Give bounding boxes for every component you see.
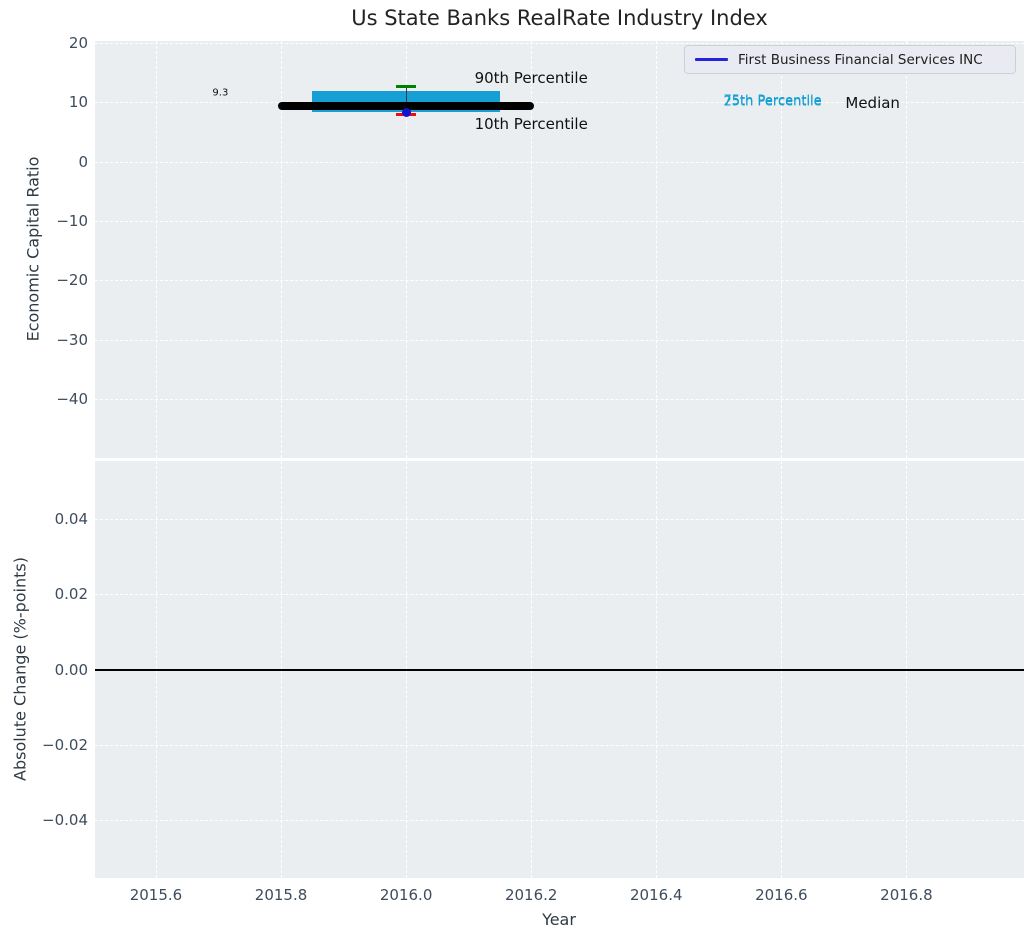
- median-line: [277, 102, 535, 111]
- y-gridline: [95, 102, 1024, 104]
- x-tick-label: 2016.8: [880, 886, 933, 904]
- y-tick-label: −10: [56, 211, 88, 230]
- y-tick-label: 0: [78, 152, 88, 171]
- y-gridline: [95, 594, 1024, 596]
- x-gridline: [531, 41, 533, 458]
- x-tick-label: 2016.0: [379, 886, 433, 904]
- y-tick-label: 10: [68, 93, 88, 112]
- median-label: Median: [845, 94, 900, 112]
- legend: First Business Financial Services INC: [684, 45, 1016, 74]
- x-gridline: [281, 41, 283, 458]
- y-gridline: [95, 280, 1024, 282]
- top-plot-area: [95, 41, 1024, 458]
- legend-label: First Business Financial Services INC: [738, 51, 983, 68]
- x-gridline: [906, 41, 908, 458]
- company-data-point: [401, 108, 411, 118]
- y-tick-label: −0.02: [42, 735, 88, 754]
- y-gridline: [95, 820, 1024, 822]
- y-gridline: [95, 220, 1024, 222]
- y-tick-label: −0.04: [42, 811, 88, 830]
- median-value-label: 9.3: [212, 87, 229, 99]
- y-tick-label: 0.00: [54, 660, 88, 679]
- chart-title: Us State Banks RealRate Industry Index: [351, 6, 768, 30]
- x-gridline: [781, 41, 783, 458]
- x-gridline: [656, 41, 658, 458]
- y-gridline: [95, 744, 1024, 746]
- y-gridline: [95, 161, 1024, 163]
- p25-label: 25th Percentile: [723, 94, 822, 110]
- y-tick-label: −40: [56, 390, 88, 409]
- x-axis-label: Year: [542, 910, 576, 929]
- x-tick-label: 2016.2: [504, 886, 558, 904]
- legend-line-icon: [695, 58, 728, 61]
- y-gridline: [95, 518, 1024, 520]
- y-tick-label: 0.04: [54, 509, 88, 528]
- p10-label: 10th Percentile: [474, 114, 588, 133]
- x-gridline: [406, 41, 408, 458]
- p90-whisker-cap: [396, 84, 417, 88]
- x-tick-label: 2016.6: [755, 886, 808, 904]
- y-gridline: [95, 399, 1024, 401]
- y-gridline: [95, 339, 1024, 341]
- x-gridline: [155, 41, 157, 458]
- p90-label: 90th Percentile: [474, 69, 588, 87]
- y-tick-label: 0.02: [54, 585, 88, 604]
- y-axis-label-top: Economic Capital Ratio: [23, 156, 43, 342]
- x-tick-label: 2015.8: [254, 886, 308, 904]
- x-tick-label: 2016.4: [630, 886, 683, 904]
- y-tick-label: −20: [56, 271, 88, 290]
- x-tick-label: 2015.6: [129, 886, 183, 904]
- y-tick-label: −30: [56, 330, 88, 349]
- p75-label: 75th Percentile: [723, 93, 822, 109]
- y-tick-label: 20: [68, 33, 88, 52]
- y-gridline: [95, 42, 1024, 44]
- whisker-stem: [405, 86, 407, 113]
- zero-line: [95, 668, 1024, 671]
